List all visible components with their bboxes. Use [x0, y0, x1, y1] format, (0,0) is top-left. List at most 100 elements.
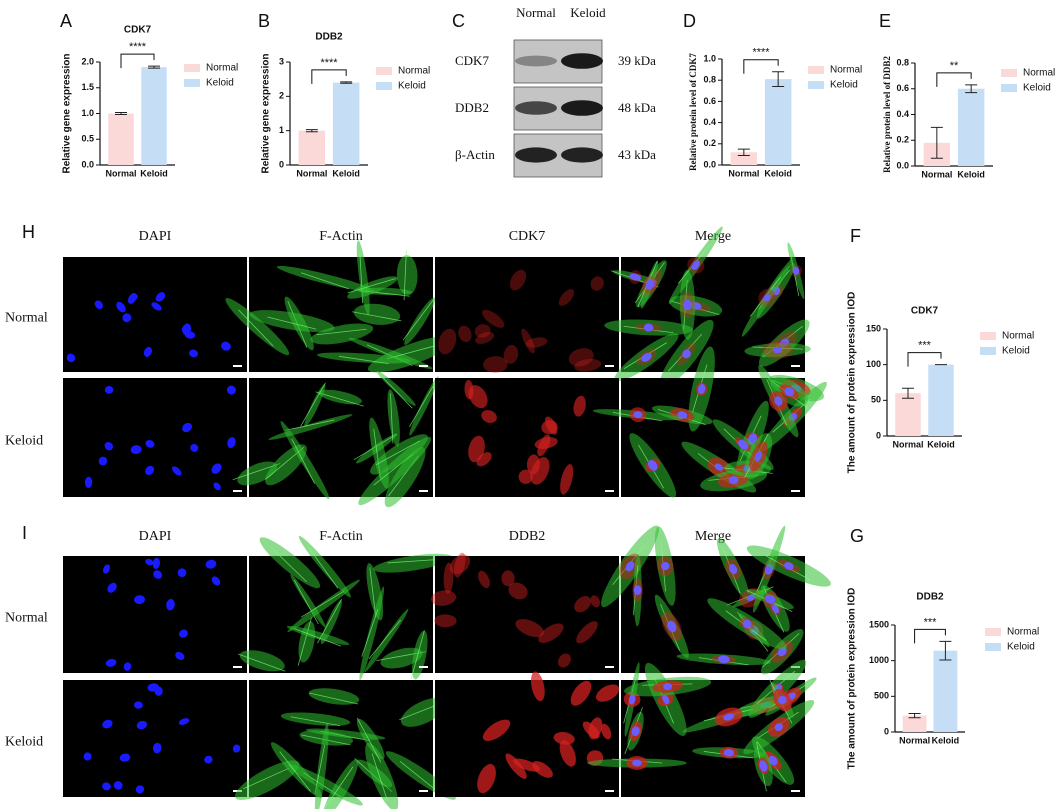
error-bar	[930, 126, 943, 159]
bar	[730, 152, 758, 165]
legend-swatch	[184, 64, 200, 72]
stained-cell	[595, 684, 620, 702]
legend-label: Keloid	[1002, 346, 1030, 357]
y-tick-label: 1.5	[81, 82, 94, 92]
stained-cell	[454, 552, 466, 578]
chart-title: DDB2	[315, 32, 343, 43]
stained-cell	[532, 761, 553, 778]
bar	[764, 79, 792, 165]
stained-cell	[449, 554, 471, 575]
legend-label: Normal	[830, 65, 862, 76]
y-tick-label: 1000	[869, 655, 889, 665]
stained-cell	[559, 740, 576, 767]
column-label: DAPI	[139, 229, 172, 244]
actin-fiber	[317, 599, 342, 644]
legend-label: Keloid	[206, 78, 234, 89]
column-label: CDK7	[509, 229, 546, 244]
y-tick-label: 1	[279, 125, 284, 135]
scale-bar	[791, 790, 800, 792]
y-tick-label: 0.0	[81, 159, 94, 169]
actin-fiber	[297, 617, 312, 666]
actin-fiber	[356, 717, 382, 763]
nucleus	[153, 570, 163, 579]
significance-label: ****	[129, 41, 147, 53]
bar-chart: D Relative protein level of CDK7 0.0 0.2 0.4…	[683, 11, 862, 179]
y-tick-label: 0.2	[896, 135, 909, 145]
stained-cell	[503, 344, 519, 364]
stained-cell	[505, 753, 527, 779]
significance-bracket	[914, 628, 946, 644]
nucleus	[683, 299, 692, 311]
stained-cell	[508, 582, 528, 600]
y-axis-label: The amount of protein expression IOD	[847, 588, 858, 770]
row-label: Normal	[5, 311, 48, 326]
y-tick-label: 0.6	[896, 83, 909, 93]
nucleus	[147, 683, 160, 692]
actin-fiber	[300, 272, 349, 290]
bar-chart: F CDK7 The amount of protein expression IO…	[847, 226, 1035, 474]
scale-bar	[605, 790, 614, 792]
error-bar	[737, 148, 750, 156]
nucleus	[763, 294, 771, 302]
bar-chart: E Relative protein level of DDB2 0.0 0.2 0.4…	[879, 11, 1055, 180]
nucleus	[130, 445, 142, 455]
stained-cell	[501, 570, 515, 587]
actin-fiber	[403, 250, 407, 301]
actin-fiber	[291, 438, 316, 484]
chart-title: CDK7	[911, 306, 939, 317]
stained-cell	[590, 595, 601, 608]
nucleus	[772, 346, 783, 354]
actin-fiber	[324, 766, 354, 809]
y-tick-label: 1500	[869, 619, 889, 629]
y-tick-label: 0.4	[703, 117, 716, 127]
nucleus	[136, 720, 148, 730]
significance-bracket	[311, 69, 347, 84]
y-tick-label: 0.0	[703, 159, 716, 169]
stained-cell	[560, 464, 574, 495]
bar-chart: A CDK7 Relative gene expression 0.0 0.5 1.0 1.…	[60, 11, 238, 179]
nucleus	[778, 695, 787, 705]
bar	[957, 88, 985, 166]
nucleus	[98, 456, 108, 466]
stained-cell	[474, 324, 491, 338]
bar	[902, 715, 927, 732]
legend-swatch	[808, 66, 824, 74]
nucleus	[182, 323, 192, 336]
x-tick-label: Normal	[892, 439, 923, 449]
scale-bar	[791, 365, 800, 367]
nucleus	[104, 385, 114, 394]
nucleus	[123, 662, 132, 671]
nucleus	[175, 651, 185, 661]
actin-fiber	[365, 742, 399, 809]
bar	[108, 113, 134, 165]
significance-bracket	[120, 53, 155, 69]
nucleus	[190, 444, 199, 452]
stained-cell	[558, 289, 575, 306]
micrograph	[435, 257, 619, 372]
nucleus	[143, 346, 152, 357]
nucleus	[774, 723, 783, 732]
x-tick-label: Normal	[921, 169, 952, 179]
y-tick-label: 0.4	[896, 109, 909, 119]
actin-fiber	[322, 759, 359, 809]
stained-cell	[464, 379, 474, 400]
x-tick-label: Normal	[105, 168, 136, 178]
actin-fiber	[402, 299, 434, 341]
x-tick-label: Normal	[728, 168, 759, 178]
y-tick-label: 0	[279, 159, 284, 169]
y-tick-label: 0.8	[703, 75, 716, 85]
nucleus	[663, 683, 673, 691]
nucleus	[784, 387, 795, 397]
nucleus	[179, 629, 188, 638]
actin-fiber	[290, 716, 341, 726]
stained-cell	[458, 325, 472, 343]
significance-label: **	[950, 60, 959, 72]
actin-fiber	[318, 389, 362, 405]
stained-cell	[477, 763, 496, 794]
blot-band	[561, 100, 603, 116]
stained-cell	[468, 435, 485, 463]
actin-fiber	[317, 352, 411, 364]
column-label: F-Actin	[319, 229, 363, 244]
panel-label: G	[850, 526, 864, 546]
